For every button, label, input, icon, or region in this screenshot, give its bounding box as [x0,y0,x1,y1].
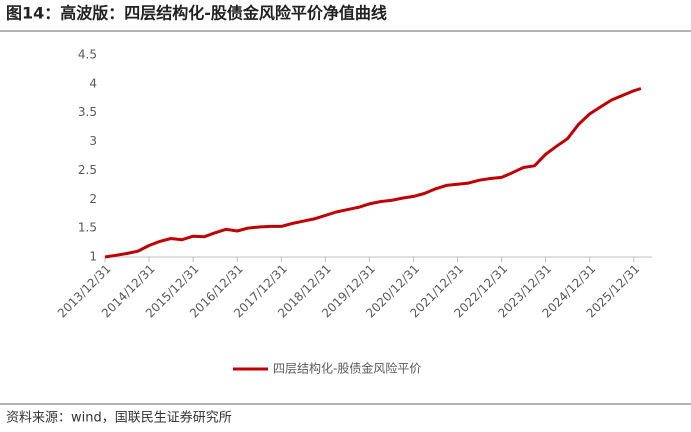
legend-label: 四层结构化-股债金风险平价 [273,361,421,376]
series-line [104,87,642,259]
y-tick-label: 4 [89,76,97,90]
y-tick-label: 2.5 [78,163,97,177]
y-tick-label: 4.5 [78,48,97,62]
y-tick-label: 2 [89,192,97,206]
source: 资料来源：wind，国联民生证券研究所 [6,410,232,426]
y-tick-label: 3.5 [78,105,97,119]
chart-title: 图14：高波版：四层结构化-股债金风险平价净值曲线 [6,4,387,23]
y-tick-label: 1 [89,250,97,264]
y-tick-label: 3 [89,134,97,148]
y-tick-label: 1.5 [78,221,97,235]
